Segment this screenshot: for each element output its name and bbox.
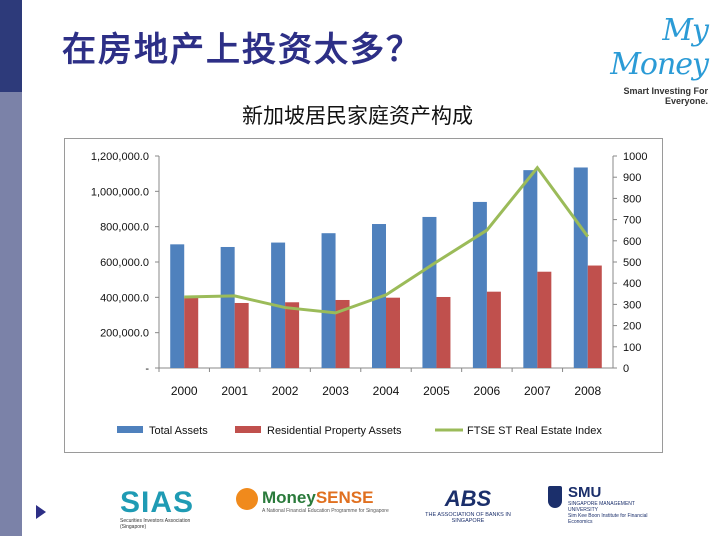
x-tick-label: 2006 <box>474 384 501 398</box>
right-tick-label: 300 <box>623 299 641 311</box>
legend-label-1: Residential Property Assets <box>267 425 402 437</box>
bar-residential-property <box>386 297 400 368</box>
chart-svg: - 200,000.0 400,000.0 600,000.0 800,000.0 1,0… <box>91 151 648 437</box>
bar-total-assets <box>523 170 538 368</box>
moneysense-logo: MoneySENSE A National Financial Educatio… <box>236 488 422 514</box>
bar-total-assets <box>220 246 235 368</box>
right-tick-label: 600 <box>623 236 641 248</box>
bar-residential-property <box>486 291 501 368</box>
slide-title: 在房地产上投资太多？ <box>62 30 422 70</box>
left-tick-label: 1,000,000.0 <box>91 186 149 198</box>
left-accent-bar-top <box>0 0 22 92</box>
smu-logo: SMU SINGAPORE MANAGEMENT UNIVERSITY Sim … <box>548 484 658 525</box>
sias-logo: SIAS Securities Investors Association (S… <box>120 486 210 530</box>
abs-subtitle: THE ASSOCIATION OF BANKS IN SINGAPORE <box>425 512 511 524</box>
x-tick-label: 2008 <box>574 384 601 398</box>
legend-swatch-0 <box>117 426 143 433</box>
legend-label-2: FTSE ST Real Estate Index <box>467 425 602 437</box>
bar-residential-property <box>587 265 602 368</box>
bar-total-assets <box>573 167 588 368</box>
mymoney-brand: My Money <box>610 13 709 82</box>
abs-mark: ABS <box>444 486 492 511</box>
left-accent-bar <box>0 0 22 536</box>
line-ftse-real-estate <box>184 165 589 315</box>
left-tick-label: - <box>145 363 149 375</box>
smu-crest-icon <box>548 486 562 508</box>
right-tick-label: 500 <box>623 257 641 269</box>
left-tick-label: 1,200,000.0 <box>91 151 149 163</box>
left-tick-label: 400,000.0 <box>100 292 149 304</box>
moneysense-icon <box>236 488 258 510</box>
left-tick-label: 600,000.0 <box>100 257 149 269</box>
smu-subtitle-b: Sim Kee Boon Institute for Financial Eco… <box>568 513 648 525</box>
right-tick-label: 700 <box>623 215 641 227</box>
bar-total-assets <box>170 244 185 368</box>
smu-subtitle-a: SINGAPORE MANAGEMENT UNIVERSITY <box>568 501 635 513</box>
bar-total-assets <box>472 201 487 368</box>
abs-logo: ABS THE ASSOCIATION OF BANKS IN SINGAPOR… <box>418 486 518 524</box>
right-tick-label: 0 <box>623 363 629 375</box>
bar-residential-property <box>285 302 300 368</box>
x-tick-label: 2000 <box>171 384 198 398</box>
right-tick-label: 900 <box>623 172 641 184</box>
x-tick-label: 2004 <box>373 384 400 398</box>
chart-title: 新加坡居民家庭资产构成 <box>242 104 473 128</box>
right-tick-label: 800 <box>623 193 641 205</box>
x-tick-label: 2003 <box>322 384 349 398</box>
x-tick-label: 2001 <box>221 384 248 398</box>
mymoney-tagline: Smart Investing For Everyone. <box>623 86 708 106</box>
sias-subtitle: Securities Investors Association (Singap… <box>120 518 191 530</box>
legend-swatch-1 <box>235 426 261 433</box>
left-tick-label: 200,000.0 <box>100 328 149 340</box>
bar-total-assets <box>422 216 437 368</box>
x-tick-label: 2005 <box>423 384 450 398</box>
bar-residential-property <box>335 299 350 368</box>
right-tick-label: 200 <box>623 321 641 333</box>
moneysense-mark-b: SENSE <box>315 488 374 507</box>
chart-frame: - 200,000.0 400,000.0 600,000.0 800,000.0 1,0… <box>64 138 663 453</box>
moneysense-mark-a: Money <box>262 488 316 507</box>
legend-label-0: Total Assets <box>149 425 208 437</box>
mymoney-logo: My Money Smart Investing For Everyone. <box>588 14 709 107</box>
smu-mark: SMU <box>568 484 602 501</box>
moneysense-subtitle: A National Financial Education Programme… <box>262 508 389 514</box>
bar-total-assets <box>321 233 336 368</box>
moneysense-mark: MoneySENSE <box>262 488 422 508</box>
x-tick-label: 2007 <box>524 384 551 398</box>
bar-residential-property <box>537 271 552 368</box>
left-tick-label: 800,000.0 <box>100 222 149 234</box>
sias-mark: SIAS <box>120 486 195 519</box>
bar-residential-property <box>184 297 199 368</box>
right-tick-label: 400 <box>623 278 641 290</box>
play-icon[interactable] <box>36 505 46 519</box>
right-tick-label: 1000 <box>623 151 647 163</box>
bar-residential-property <box>234 302 249 368</box>
right-tick-label: 100 <box>623 342 641 354</box>
bar-residential-property <box>436 296 451 368</box>
x-tick-label: 2002 <box>272 384 299 398</box>
